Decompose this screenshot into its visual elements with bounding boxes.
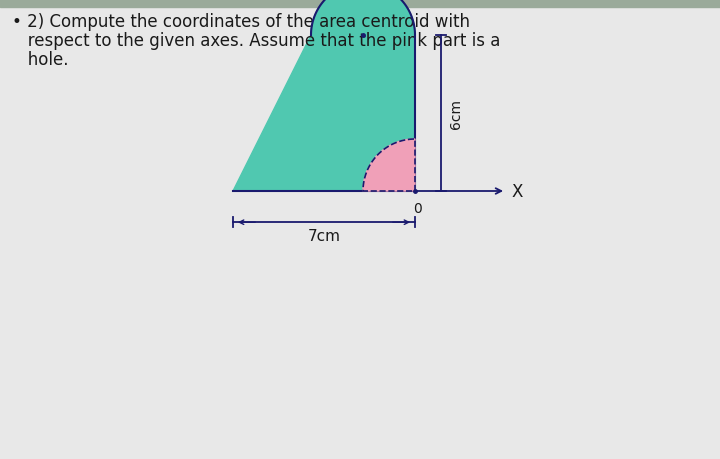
Text: r =2cm: r =2cm: [368, 175, 410, 185]
Text: 7cm: 7cm: [307, 229, 341, 244]
Text: 0: 0: [413, 202, 423, 216]
Polygon shape: [233, 0, 415, 191]
Text: X: X: [512, 183, 523, 201]
Polygon shape: [363, 140, 415, 191]
Text: respect to the given axes. Assume that the pink part is a: respect to the given axes. Assume that t…: [12, 32, 500, 50]
Text: hole.: hole.: [12, 51, 68, 69]
Text: • 2) Compute the coordinates of the area centroid with: • 2) Compute the coordinates of the area…: [12, 13, 470, 31]
Bar: [0, 0, 720, 8]
Text: 6cm: 6cm: [449, 99, 463, 129]
